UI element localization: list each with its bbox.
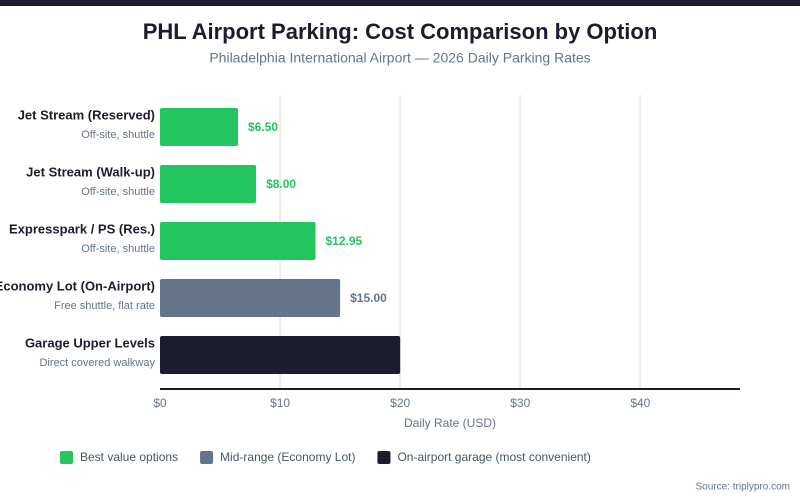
bar	[160, 165, 257, 203]
bar	[160, 336, 401, 374]
x-tick-label: $30	[510, 396, 530, 410]
chart-title: PHL Airport Parking: Cost Comparison by …	[143, 19, 658, 44]
legend-label: Mid-range (Economy Lot)	[220, 450, 355, 464]
source: Source: triplypro.com	[696, 482, 790, 493]
category-label: Garage Upper Levels	[25, 335, 155, 350]
category-label: Expresspark / PS (Res.)	[9, 221, 155, 236]
value-label: $6.50	[248, 120, 278, 134]
x-tick-label: $10	[270, 396, 290, 410]
category-label: Jet Stream (Walk-up)	[26, 164, 155, 179]
category-label: Economy Lot (On-Airport)	[0, 278, 155, 293]
category-label: Jet Stream (Reserved)	[18, 107, 155, 122]
category-sublabel: Off-site, shuttle	[81, 186, 155, 198]
chart-subtitle: Philadelphia International Airport — 202…	[209, 50, 590, 66]
category-sublabel: Free shuttle, flat rate	[54, 300, 155, 312]
bar	[160, 108, 239, 146]
value-label: $8.00	[266, 177, 296, 191]
x-tick-label: $20	[390, 396, 410, 410]
category-sublabel: Direct covered walkway	[39, 357, 155, 369]
bar	[160, 222, 316, 260]
x-axis-label: Daily Rate (USD)	[404, 416, 496, 430]
bar	[160, 279, 341, 317]
category-sublabel: Off-site, shuttle	[81, 129, 155, 141]
legend-swatch	[200, 451, 214, 464]
x-tick-label: $40	[630, 396, 650, 410]
category-sublabel: Off-site, shuttle	[81, 243, 155, 255]
legend-swatch	[60, 451, 73, 464]
value-label: $12.95	[326, 234, 363, 248]
top-band	[0, 0, 800, 6]
x-tick-label: $0	[153, 396, 167, 410]
legend-swatch	[377, 451, 391, 464]
legend-label: On-airport garage (most convenient)	[397, 450, 590, 464]
legend-label: Best value options	[80, 450, 178, 464]
value-label: $15.00	[350, 291, 387, 305]
